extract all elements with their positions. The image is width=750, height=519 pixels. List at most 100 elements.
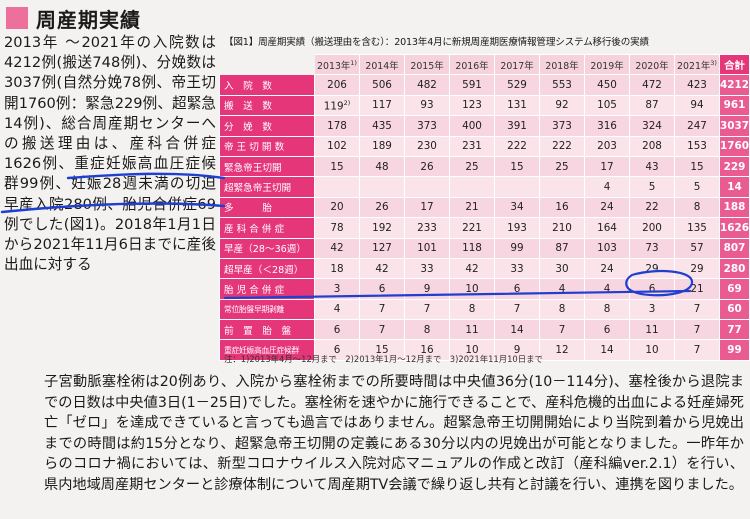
table-cell: [404, 176, 450, 198]
table-cell: 435: [359, 115, 405, 137]
cell-value: 153: [687, 140, 707, 153]
cell-value: 6: [378, 282, 386, 295]
table-cell: 17: [584, 155, 630, 178]
cell-value: 178: [327, 119, 347, 132]
cell-value: 135: [687, 221, 707, 234]
table-cell: 178: [314, 115, 360, 137]
table-cell: 450: [584, 74, 630, 96]
cell-value: 10: [645, 344, 659, 357]
year-header: 2013年1): [314, 53, 360, 76]
row-total: 1760: [719, 135, 750, 157]
cell-value: 4: [333, 303, 341, 316]
cell-value: 400: [462, 119, 482, 132]
row-label: 重症妊娠高血圧症候群: [219, 339, 315, 361]
cell-value: 189: [372, 140, 392, 153]
table-cell: 316: [584, 115, 630, 137]
cell-value: 8: [558, 303, 566, 316]
cell-value: 20: [330, 201, 344, 214]
cell-value: 11: [465, 323, 479, 336]
row-total: 961: [719, 94, 750, 117]
year-label: 2015年: [410, 60, 444, 72]
table-cell: 200: [629, 217, 675, 239]
row-label: 多 胎: [219, 196, 315, 219]
cell-value: 7: [558, 323, 566, 336]
cell-value: 26: [420, 160, 434, 173]
table-cell: 6: [629, 278, 675, 300]
cell-value: 118: [462, 242, 482, 255]
cell-value: 117: [372, 99, 392, 112]
table-cell: 553: [539, 74, 585, 96]
cell-value: 591: [462, 79, 482, 92]
cell-value: 6: [648, 282, 656, 295]
cell-value: 373: [417, 119, 437, 132]
table-cell: 10: [449, 278, 495, 300]
row-total: 99: [719, 339, 750, 361]
table-cell: 1192): [314, 94, 360, 117]
table-cell: 42: [314, 237, 360, 259]
cell-value: 11: [645, 323, 659, 336]
cell-value: 192: [372, 221, 392, 234]
cell-value: 9: [513, 344, 521, 357]
row-total: 229: [719, 155, 750, 178]
table-row: 重症妊娠高血圧症候群 6 15 16 10 9 12 14 10 7 99: [219, 339, 750, 361]
cell-value: 3: [648, 303, 656, 316]
table-cell: 3: [629, 298, 675, 321]
table-cell: 221: [449, 217, 495, 239]
table-cell: 29: [674, 257, 720, 280]
year-label: 2020年: [635, 60, 669, 72]
table-cell: [359, 176, 405, 198]
row-total: 69: [719, 278, 750, 300]
table-cell: 373: [539, 115, 585, 137]
table-row: 搬 送 数 1192) 117 93 123 131 92 105 87 94 961: [219, 94, 750, 117]
row-label: 分 娩 数: [219, 115, 315, 137]
table-cell: 11: [449, 319, 495, 341]
table-cell: 6: [494, 278, 540, 300]
table-cell: 5: [629, 176, 675, 198]
table-cell: 25: [539, 155, 585, 178]
table-cell: 233: [404, 217, 450, 239]
cell-value: 324: [642, 119, 662, 132]
table-cell: 203: [584, 135, 630, 157]
table-cell: 7: [494, 298, 540, 321]
table-cell: 164: [584, 217, 630, 239]
table-cell: 33: [494, 257, 540, 280]
table-cell: 25: [449, 155, 495, 178]
table-cell: 29: [629, 257, 675, 280]
cell-value: 316: [597, 119, 617, 132]
cell-value: 208: [642, 140, 662, 153]
cell-value: 42: [330, 242, 344, 255]
cell-value: 4: [558, 282, 566, 295]
row-label: 入 院 数: [219, 74, 315, 96]
cell-value: 506: [372, 79, 392, 92]
cell-value: 26: [375, 201, 389, 214]
year-label: 2018年: [545, 60, 579, 72]
table-cell: 20: [314, 196, 360, 219]
cell-value: 450: [597, 79, 617, 92]
section-header: 周産期実績: [6, 5, 141, 32]
cell-value: 87: [645, 99, 659, 112]
table-cell: 400: [449, 115, 495, 137]
table-cell: 34: [494, 196, 540, 219]
table-cell: 247: [674, 115, 720, 137]
cell-value: 42: [465, 262, 479, 275]
table-cell: 7: [404, 298, 450, 321]
cell-value: 92: [555, 99, 569, 112]
table-cell: 26: [359, 196, 405, 219]
cell-value: 123: [462, 99, 482, 112]
table-row: 前 置 胎 盤 6 7 8 11 14 7 6 11 7 77: [219, 319, 750, 341]
table-cell: 105: [584, 94, 630, 117]
cell-value: 3: [333, 282, 341, 295]
table-cell: 8: [539, 298, 585, 321]
table-cell: 30: [539, 257, 585, 280]
table-row: 入 院 数 206 506 482 591 529 553 450 472 423 4212: [219, 74, 750, 96]
year-footnote-mark: 3): [710, 58, 717, 67]
table-cell: 87: [629, 94, 675, 117]
table-row: 早産（28〜36週） 42 127 101 118 99 87 103 73 57 807: [219, 237, 750, 259]
table-cell: 21: [449, 196, 495, 219]
cell-value: 7: [378, 323, 386, 336]
table-row: 超早産（＜28週） 18 42 33 42 33 30 24 29 29 280: [219, 257, 750, 280]
row-label: 帝 王 切 開 数: [219, 135, 315, 157]
cell-value: 24: [600, 262, 614, 275]
table-cell: 153: [674, 135, 720, 157]
table-cell: 3: [314, 278, 360, 300]
